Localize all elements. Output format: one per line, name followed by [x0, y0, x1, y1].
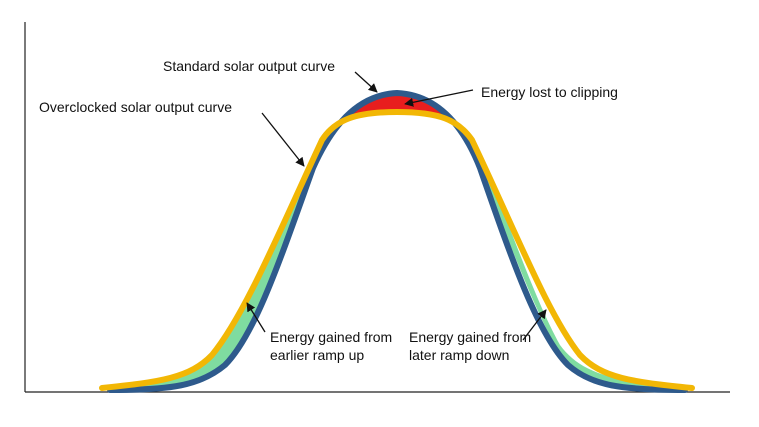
standard-curve-arrow	[354, 71, 378, 93]
overclocked-curve-label: Overclocked solar output curve	[39, 99, 232, 115]
clipping-arrow	[404, 89, 474, 107]
clipping-label: Energy lost to clipping	[481, 84, 618, 100]
overclocked-output-curve	[99, 109, 695, 391]
ramp-down-arrow	[522, 309, 547, 341]
ramp-down-label: Energy gained from later ramp down	[409, 329, 532, 363]
standard-output-curve	[107, 89, 688, 393]
standard-curve-label: Standard solar output curve	[163, 58, 335, 74]
overclocked-curve-arrow	[261, 112, 305, 167]
ramp-up-label: Energy gained from earlier ramp up	[270, 329, 393, 363]
ramp-up-arrow	[246, 302, 266, 333]
